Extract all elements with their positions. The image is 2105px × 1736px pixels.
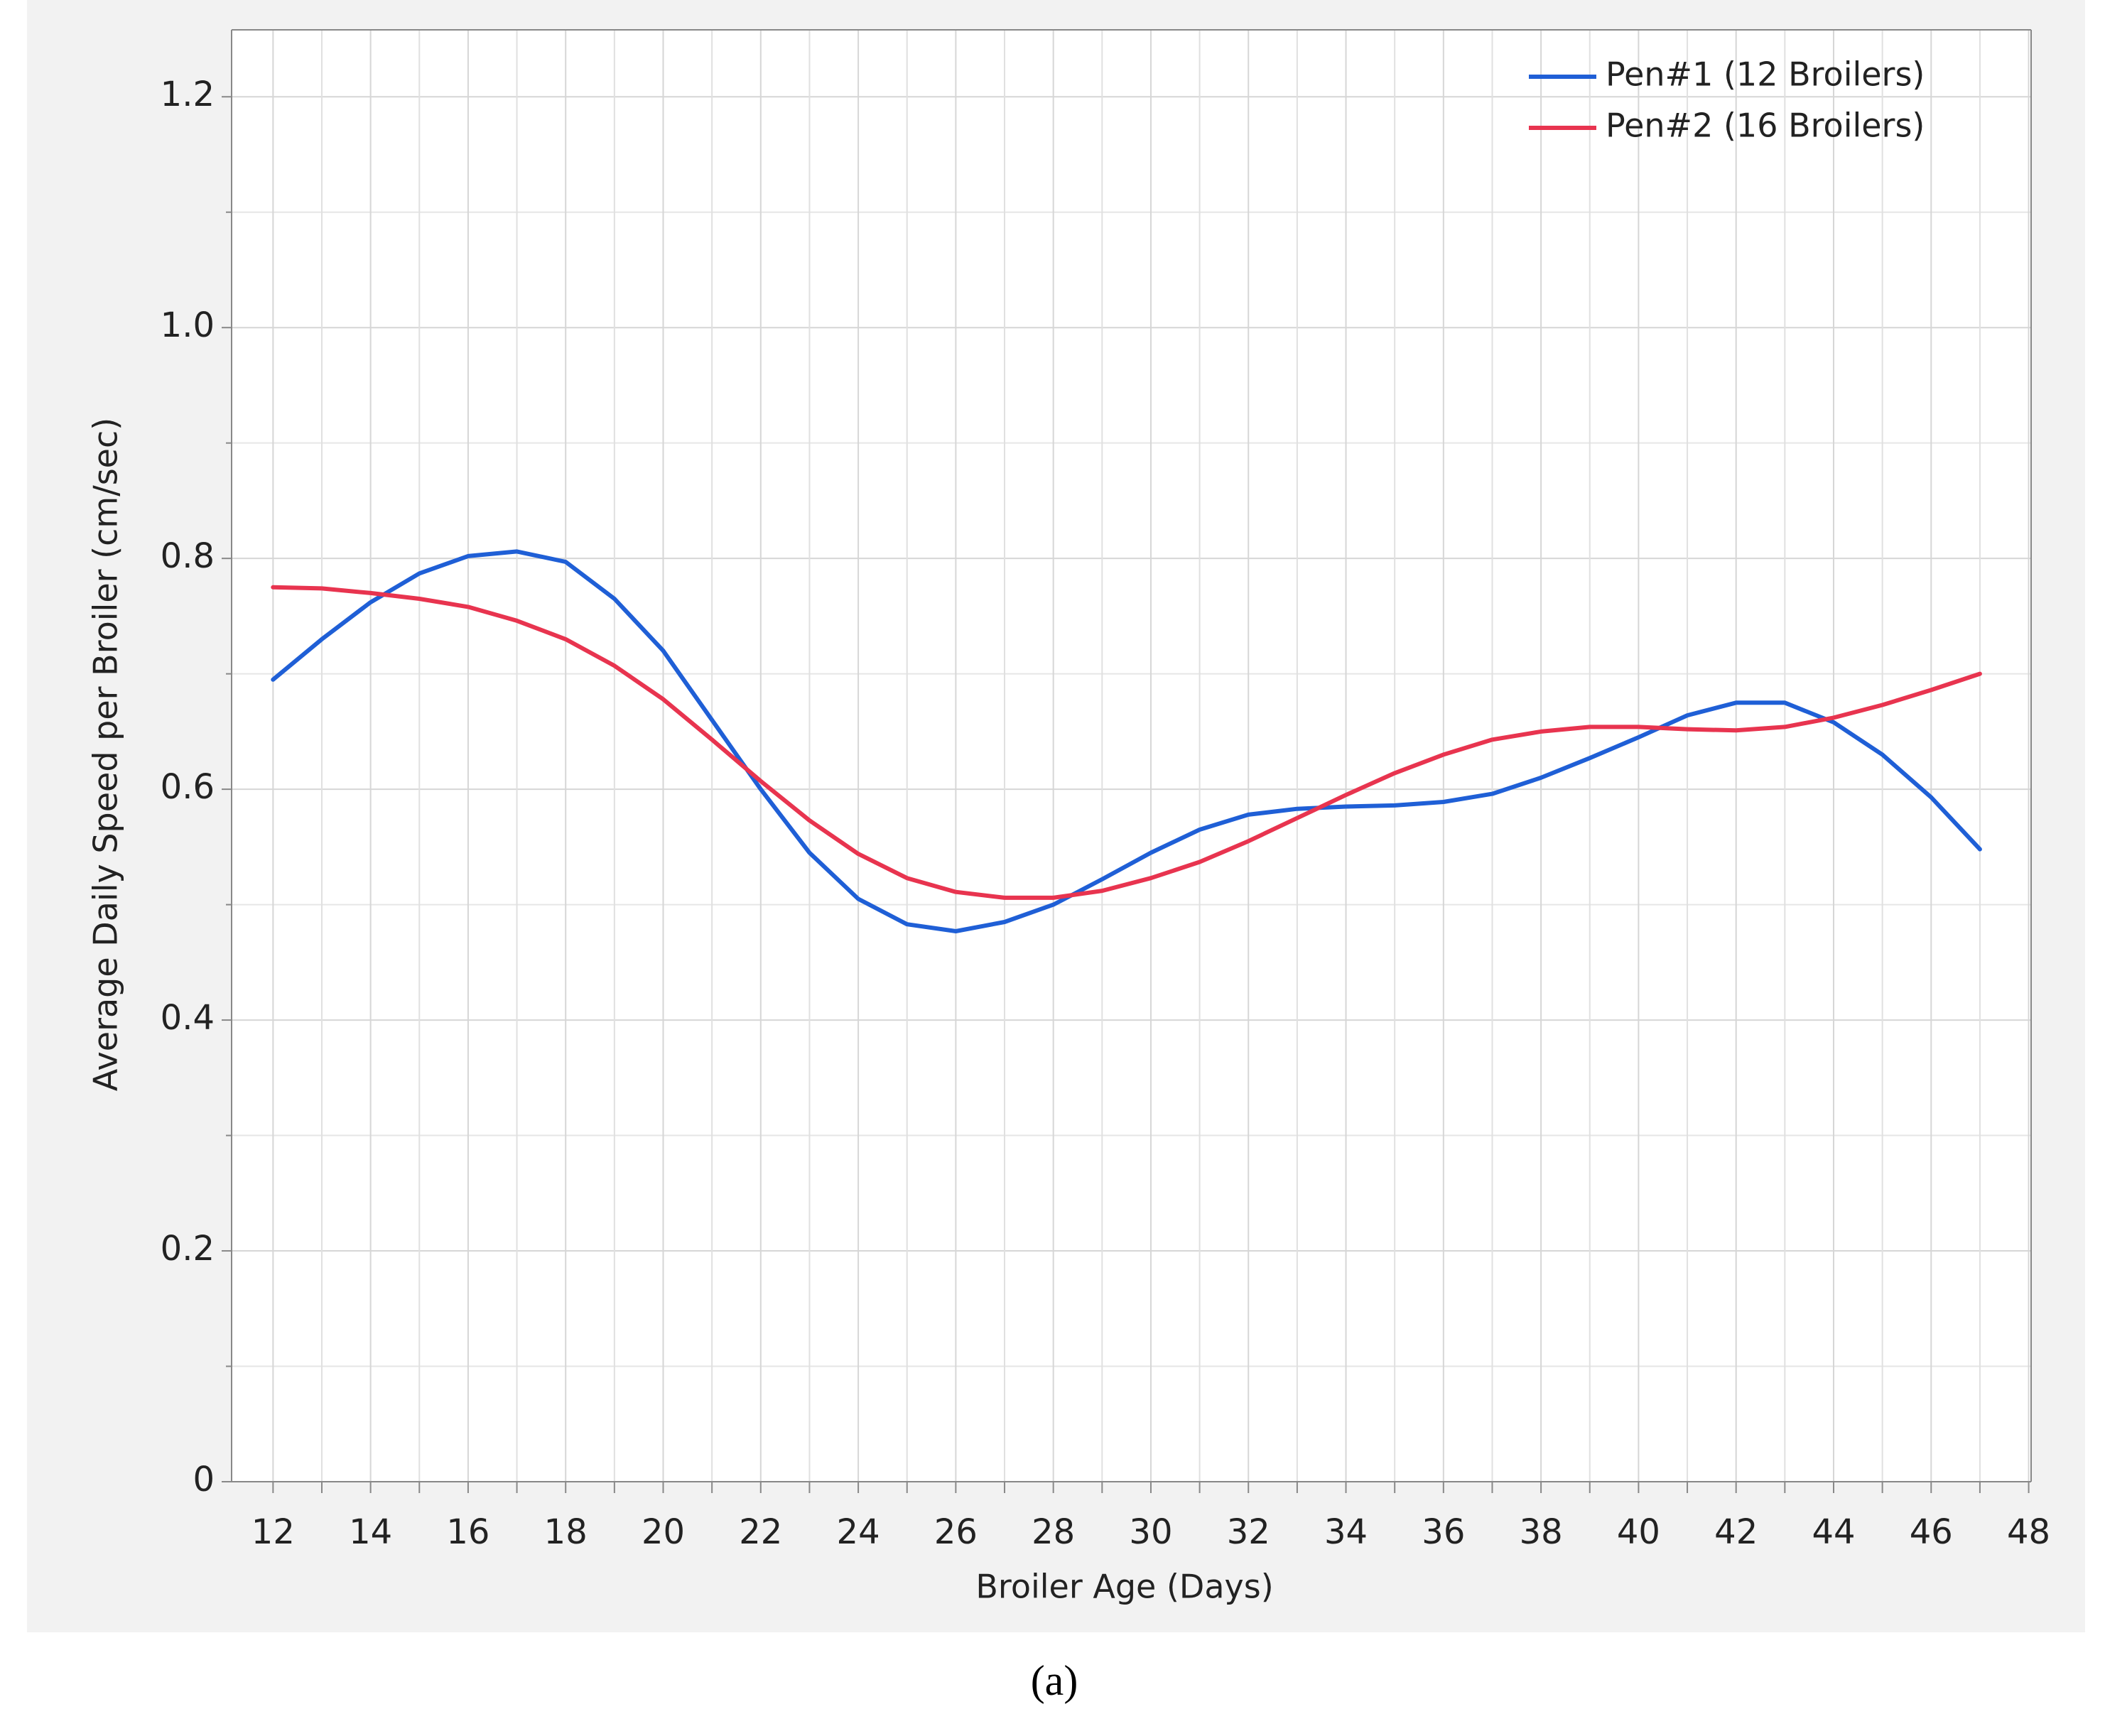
x-tick-label: 30 — [1129, 1512, 1172, 1552]
x-tick-label: 26 — [934, 1512, 978, 1552]
x-tick-label: 40 — [1617, 1512, 1660, 1552]
x-tick-label: 20 — [642, 1512, 685, 1552]
x-tick-label: 18 — [544, 1512, 588, 1552]
x-tick-label: 48 — [2007, 1512, 2050, 1552]
x-tick-label: 24 — [837, 1512, 880, 1552]
y-tick-label: 0.2 — [161, 1229, 215, 1269]
x-tick-label: 34 — [1324, 1512, 1368, 1552]
series-line — [271, 585, 1982, 900]
plot-background — [232, 30, 2031, 1482]
y-tick-label: 0 — [193, 1460, 215, 1499]
x-tick-label: 44 — [1812, 1512, 1855, 1552]
legend-label: Pen#2 (16 Broilers) — [1606, 107, 1925, 145]
x-tick-label: 32 — [1227, 1512, 1270, 1552]
caption: (a) — [1031, 1657, 1078, 1704]
x-tick-label: 46 — [1910, 1512, 1953, 1552]
y-tick-label: 0.4 — [161, 998, 215, 1038]
marks — [271, 549, 1982, 933]
x-tick-label: 14 — [349, 1512, 392, 1552]
x-tick-label: 12 — [251, 1512, 295, 1552]
y-tick-label: 1.2 — [161, 75, 215, 114]
y-tick-label: 0.6 — [161, 767, 215, 807]
legend-label: Pen#1 (12 Broilers) — [1606, 55, 1925, 94]
x-axis-title: Broiler Age (Days) — [975, 1568, 1273, 1606]
grid — [222, 30, 2031, 1493]
y-tick-label: 1.0 — [161, 305, 215, 345]
x-tick-label: 28 — [1032, 1512, 1075, 1552]
x-tick-label: 42 — [1714, 1512, 1758, 1552]
x-tick-label: 38 — [1520, 1512, 1563, 1552]
series-line — [271, 549, 1982, 933]
x-tick-label: 16 — [446, 1512, 489, 1552]
y-axis-title: Average Daily Speed per Broiler (cm/sec) — [87, 418, 125, 1091]
y-tick-label: 0.8 — [161, 536, 215, 576]
x-tick-label: 22 — [739, 1512, 782, 1552]
x-tick-label: 36 — [1422, 1512, 1465, 1552]
